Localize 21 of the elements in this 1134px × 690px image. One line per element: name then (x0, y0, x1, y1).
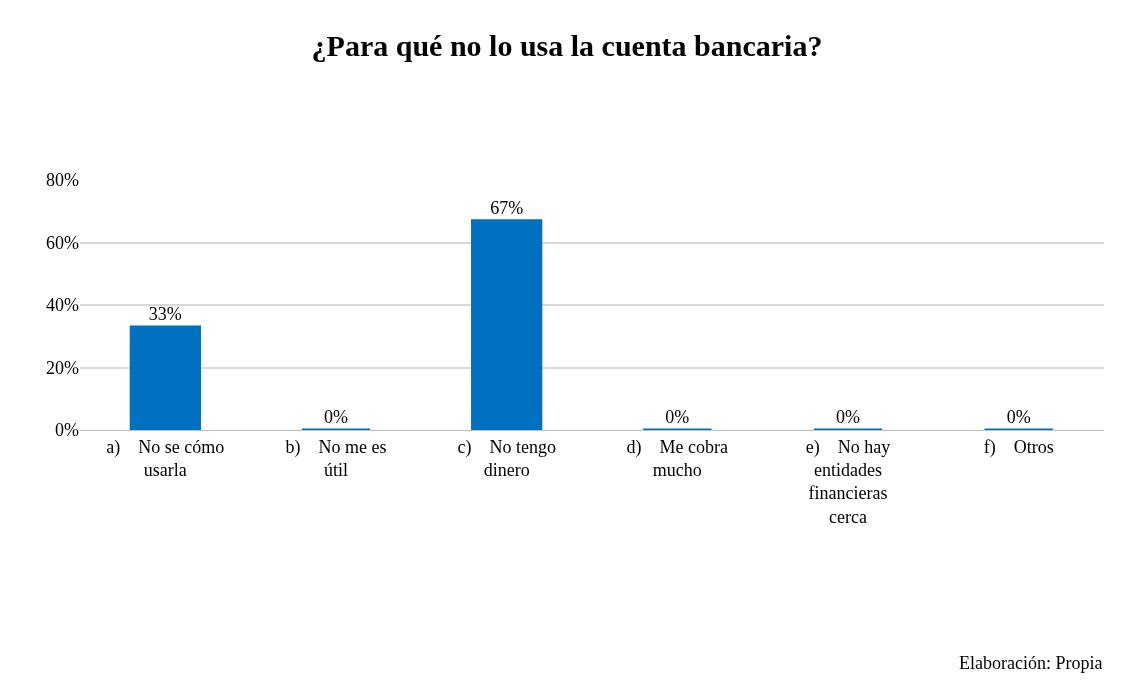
y-tick-label: 0% (55, 420, 79, 441)
data-label: 33% (148, 303, 182, 324)
y-tick-label: 60% (46, 232, 79, 253)
data-label: 67% (490, 197, 524, 218)
bar (129, 325, 201, 430)
bar (471, 219, 543, 430)
x-tick-label: d) Me cobra mucho (626, 436, 729, 480)
text: Elaboración: Propia (959, 653, 1103, 673)
x-tick-label: e) No hay entidades financieras cerca (805, 436, 891, 527)
data-label: 0% (836, 407, 860, 427)
data-label: 0% (1006, 407, 1031, 427)
chart-title: ¿Para qué no lo usa la cuenta bancaria? (311, 28, 823, 62)
data-label: 0% (324, 407, 348, 427)
data-label: 0% (665, 407, 690, 427)
y-tick-label: 20% (46, 357, 79, 378)
x-tick-label: f) Otros (983, 436, 1054, 458)
x-tick-label: a) No se cómo usarla (106, 436, 225, 480)
y-tick-label: 80% (46, 170, 79, 191)
y-tick-label: 40% (46, 295, 79, 316)
x-tick-label: b) No me es útil (285, 436, 387, 480)
x-tick-label: c) No tengo dinero (457, 436, 556, 480)
